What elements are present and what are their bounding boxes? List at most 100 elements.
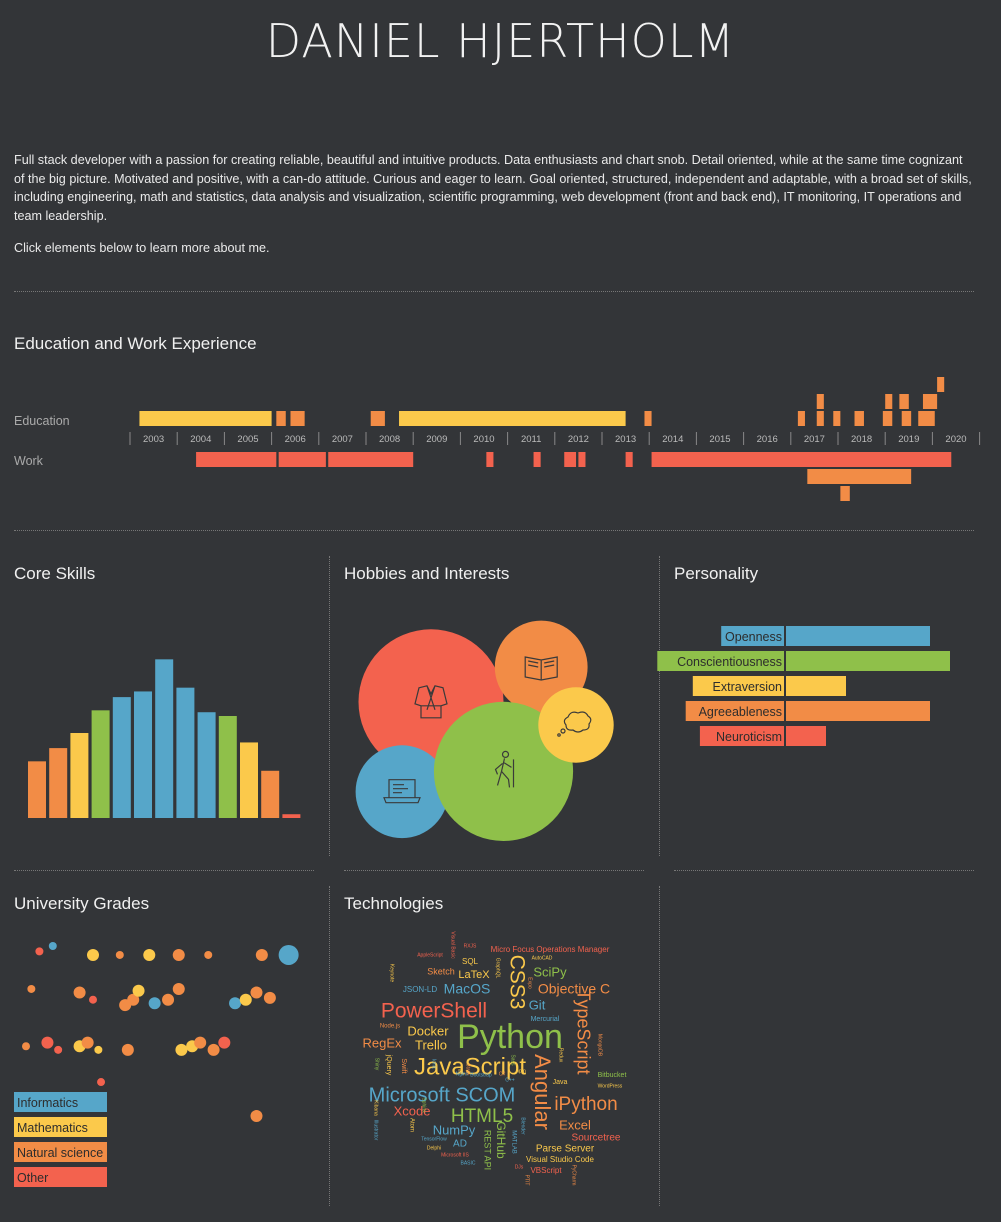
timeline-education-bar <box>901 411 912 426</box>
hobby-bubble-thinking <box>538 687 614 763</box>
grade-point <box>207 1043 220 1056</box>
timeline-tick-label: 2003 <box>143 434 164 445</box>
tech-word: LaTeX <box>458 969 490 981</box>
divider <box>344 870 644 871</box>
page-title: DANIEL HJERTHOLM <box>265 14 736 68</box>
personality-chart[interactable]: Openness Conscientiousness Extraversion Agr… <box>657 620 990 760</box>
tech-word: VBScript <box>530 1166 562 1175</box>
grade-point <box>204 950 213 959</box>
tech-word: REST API <box>483 1130 493 1170</box>
thought-bubble-icon <box>557 711 592 737</box>
skill-bar <box>218 716 237 818</box>
personality-label: Conscientiousness <box>677 655 782 669</box>
grade-point <box>278 944 299 965</box>
timeline-chart[interactable]: Education Work 2003 2004 2005 2006 2007 2008 2… <box>0 370 1001 510</box>
timeline-work-bar <box>533 452 541 467</box>
grade-point <box>172 948 185 961</box>
tech-word: TypeScript <box>573 989 593 1074</box>
grade-point <box>94 1045 103 1054</box>
hobbies-chart[interactable] <box>344 580 634 860</box>
personality-label-bg <box>657 651 784 671</box>
tech-word: BASIC <box>460 1160 475 1166</box>
divider <box>14 870 314 871</box>
skill-bar <box>134 691 152 818</box>
timeline-work-bar <box>564 452 577 467</box>
tech-word: Trello <box>415 1037 447 1052</box>
tech-word: WordPress <box>598 1083 623 1089</box>
timeline-education-bar <box>370 411 385 426</box>
tech-word: iPython <box>554 1094 617 1115</box>
personality-label: Extraversion <box>713 680 783 694</box>
tech-word: Stata <box>465 1063 471 1075</box>
tech-word: GraphQL <box>495 958 501 979</box>
timeline-tick-label: 2013 <box>615 434 636 445</box>
timeline-tick-label: 2004 <box>190 434 211 445</box>
tech-word: Bootstrap <box>470 1072 492 1078</box>
hiker-icon-path <box>494 758 515 788</box>
timeline-education-bar <box>922 394 938 409</box>
tech-word: Python <box>457 1018 563 1056</box>
tech-word: MacOS <box>444 981 491 997</box>
tech-word: JSON-LD <box>403 985 437 994</box>
timeline-tick-label: 2016 <box>757 434 778 445</box>
skill-bar <box>91 710 110 818</box>
timeline-work-bar <box>278 452 326 467</box>
intro: Full stack developer with a passion for … <box>14 151 974 272</box>
legend-label: Natural science <box>17 1146 103 1160</box>
tech-word: Delphi <box>427 1145 441 1151</box>
timeline-tick-label: 2010 <box>473 434 494 445</box>
thought-bubble-icon-cloud <box>563 711 592 733</box>
tech-word: AD <box>453 1139 467 1150</box>
tech-word: Mercurial <box>531 1016 560 1023</box>
hiker-icon-head <box>501 750 510 758</box>
grade-point <box>121 1043 134 1056</box>
skill-bar <box>176 687 195 818</box>
timeline-education-bar <box>918 411 935 426</box>
timeline-education-bar <box>399 411 626 426</box>
timeline-education-bar <box>816 411 824 426</box>
hiker-icon <box>494 750 515 788</box>
legend-swatch <box>14 1117 107 1137</box>
legend-swatch <box>14 1142 107 1162</box>
tech-word: Visual Basic <box>450 931 456 959</box>
tech-word: CSS3 <box>505 955 528 1010</box>
timeline-tick-label: 2012 <box>568 434 589 445</box>
timeline-tick-label: 2014 <box>662 434 683 445</box>
book-icon <box>524 656 558 681</box>
timeline-work-bar <box>196 452 277 467</box>
skill-bar <box>28 761 46 818</box>
timeline-education-bar <box>937 377 945 392</box>
timeline-education-bar <box>854 411 864 426</box>
university-grades-chart[interactable]: Informatics Mathematics Natural science Oth… <box>0 920 320 1200</box>
timeline-education-bar <box>276 411 286 426</box>
timeline-tick-label: 2008 <box>379 434 400 445</box>
intro-hint: Click elements below to learn more about… <box>14 241 270 255</box>
skill-bar <box>49 748 68 818</box>
tech-word: SQL <box>462 957 479 966</box>
tech-word: MongoDB <box>597 1034 603 1057</box>
tech-word: Microsoft SCOM <box>369 1084 516 1106</box>
grade-point <box>41 1036 54 1049</box>
tech-word: Vue <box>457 1066 463 1075</box>
timeline-education-bar <box>644 411 652 426</box>
grade-point <box>162 993 175 1006</box>
personality-label: Openness <box>725 630 782 644</box>
thought-bubble-icon-dot <box>557 733 561 737</box>
grade-point <box>229 997 242 1010</box>
tech-word: Illustrator <box>373 1120 379 1141</box>
book-icon-path <box>524 656 558 681</box>
grades-title: University Grades <box>14 894 150 913</box>
grade-point <box>54 1045 63 1054</box>
tech-word: Angular <box>530 1054 555 1130</box>
personality-label-bg <box>692 676 784 696</box>
timeline-tick-label: 2011 <box>521 434 541 445</box>
tech-word: Redux <box>558 1048 564 1063</box>
core-skills-chart[interactable] <box>0 600 320 830</box>
tech-word: Objective C <box>538 981 610 997</box>
personality-label: Neuroticism <box>716 730 782 744</box>
grade-point <box>194 1036 207 1049</box>
timeline-education-bar <box>139 411 272 426</box>
legend-label: Mathematics <box>17 1121 88 1135</box>
grade-point <box>35 947 44 956</box>
